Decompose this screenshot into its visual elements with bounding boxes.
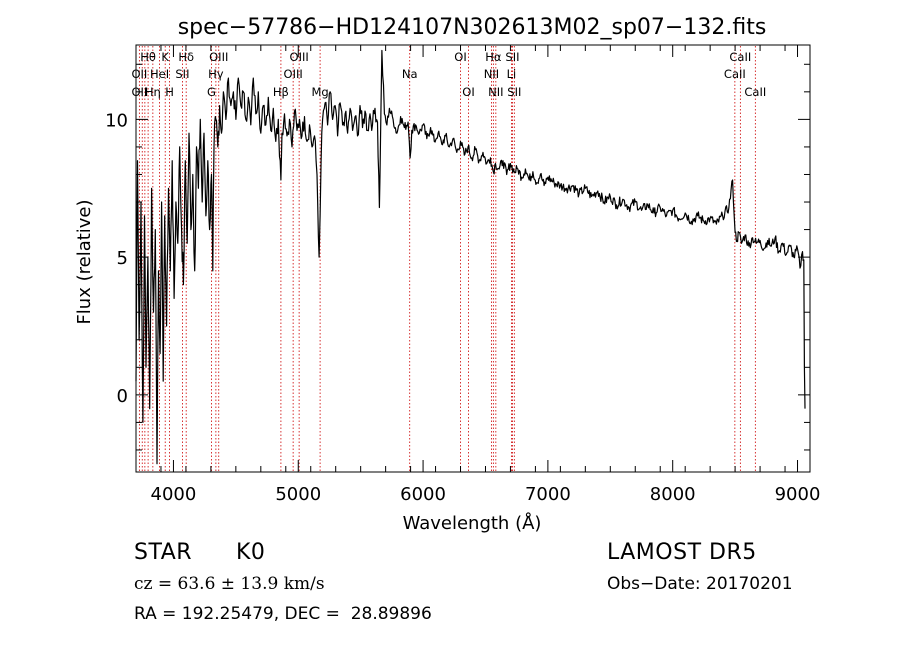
spectrum-series	[135, 49, 806, 465]
annotation-label: NII	[484, 67, 499, 81]
annotation-label: SII	[505, 50, 519, 64]
coordinates: RA = 192.25479, DEC = 28.89896	[134, 604, 432, 624]
x-tick-label: 8000	[650, 484, 696, 505]
annotation-label: OI	[462, 85, 474, 99]
annotation-label: SII	[175, 67, 189, 81]
y-tick-label: 5	[117, 248, 128, 269]
plot-frame	[135, 44, 811, 473]
annotation-label: OIII	[290, 50, 309, 64]
annotation-label: Mg	[311, 85, 328, 99]
annotation-label: Hδ	[178, 50, 194, 64]
x-tick-label: 5000	[275, 484, 321, 505]
annotation-label: CaII	[744, 85, 766, 99]
annotation-label: Hα	[485, 50, 502, 64]
annotation-label: OI	[454, 50, 466, 64]
annotation-label: CaII	[729, 50, 751, 64]
x-tick-label: 7000	[525, 484, 571, 505]
axis-ticks: 4000 5000 6000 7000 8000 9000 0 5 10	[105, 45, 820, 505]
annotation-label: H	[165, 85, 174, 99]
spectrum-line	[135, 49, 806, 465]
annotation-label: SII	[507, 85, 521, 99]
x-axis-label: Wavelength (Å)	[403, 512, 542, 534]
annotation-label: Hγ	[208, 67, 224, 81]
annotation-label: OIII	[209, 50, 228, 64]
annotation-label: G	[207, 85, 216, 99]
object-subclass: K0	[236, 540, 266, 565]
x-tick-label: 9000	[775, 484, 821, 505]
survey-name: LAMOST DR5	[607, 540, 757, 565]
annotation-label: Li	[507, 67, 517, 81]
annotation-label: Hθ	[140, 50, 156, 64]
y-tick-label: 10	[105, 110, 128, 131]
x-tick-label: 4000	[151, 484, 197, 505]
annotation-label: Na	[402, 67, 418, 81]
y-axis-label: Flux (relative)	[74, 199, 95, 324]
annotation-label: Hβ	[273, 85, 289, 99]
annotation-label: CaII	[724, 67, 746, 81]
annotation-label: Hη	[145, 85, 161, 99]
annotation-label: OIII	[284, 67, 303, 81]
redshift-value: cz = 63.6 ± 13.9 km/s	[134, 574, 325, 594]
chart-title: spec−57786−HD124107N302613M02_sp07−132.f…	[178, 15, 767, 40]
annotation-label: K	[161, 50, 169, 64]
line-markers	[138, 46, 756, 471]
obs-date: Obs−Date: 20170201	[607, 574, 793, 594]
y-tick-label: 0	[117, 386, 128, 407]
annotation-label: NII	[488, 85, 503, 99]
annotation-label: HeI	[150, 67, 169, 81]
object-class: STAR	[134, 540, 193, 565]
x-tick-label: 6000	[400, 484, 446, 505]
annotation-label: OII	[131, 67, 147, 81]
